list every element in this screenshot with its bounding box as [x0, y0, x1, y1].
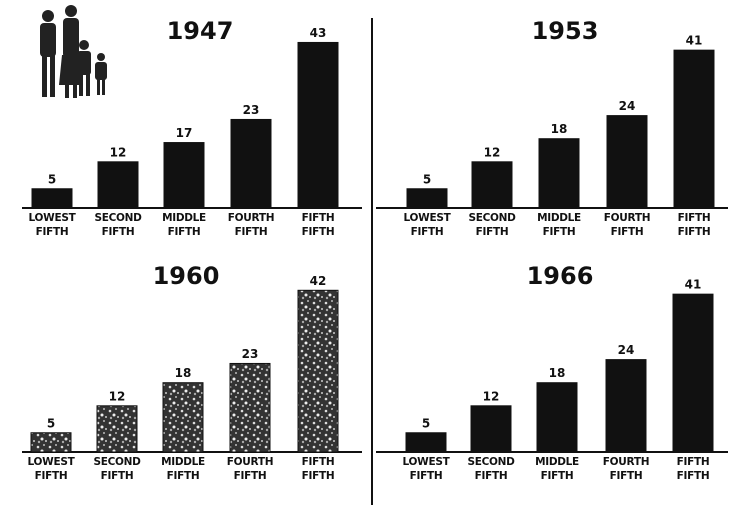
- x-tick-label: SECOND FIFTH: [464, 211, 520, 239]
- bar: [32, 189, 72, 208]
- bar: [606, 360, 646, 452]
- value-label: 23: [243, 103, 260, 117]
- x-tick-label: MIDDLE FIFTH: [156, 211, 212, 239]
- value-label: 5: [422, 416, 430, 430]
- x-tick-label: FIFTH FIFTH: [290, 455, 346, 483]
- bar: [607, 116, 647, 208]
- value-label: 12: [483, 389, 500, 403]
- value-label: 12: [110, 145, 127, 159]
- value-label: 18: [549, 366, 566, 380]
- x-tick-label: SECOND FIFTH: [463, 455, 519, 483]
- bar: [537, 383, 577, 452]
- value-label: 43: [310, 26, 327, 40]
- bar: [98, 162, 138, 208]
- x-tick-label: SECOND FIFTH: [89, 455, 145, 483]
- x-tick-label: LOWEST FIFTH: [23, 455, 79, 483]
- x-tick-label: MIDDLE FIFTH: [529, 455, 585, 483]
- bar: [472, 162, 512, 208]
- bar: [231, 119, 271, 208]
- x-tick-label: SECOND FIFTH: [90, 211, 146, 239]
- page: 1947 5 12 17 23 43 1953 5 12 18 24 41 1960 5 12 18 23 42 1…: [0, 0, 736, 505]
- value-label: 12: [109, 389, 126, 403]
- bar: [164, 143, 204, 208]
- value-label: 23: [242, 347, 259, 361]
- value-label: 41: [686, 34, 703, 48]
- x-tick-label: FOURTH FIFTH: [599, 211, 655, 239]
- bar: [163, 383, 203, 452]
- value-label: 18: [551, 122, 568, 136]
- chart-title: 1953: [532, 17, 599, 45]
- x-tick-label: FOURTH FIFTH: [223, 211, 279, 239]
- chart-title: 1960: [153, 262, 220, 290]
- value-label: 24: [618, 343, 635, 357]
- x-tick-label: FIFTH FIFTH: [665, 455, 721, 483]
- bar: [407, 189, 447, 208]
- x-tick-label: MIDDLE FIFTH: [531, 211, 587, 239]
- family-icon: [40, 5, 107, 98]
- x-tick-label: FIFTH FIFTH: [666, 211, 722, 239]
- x-tick-label: LOWEST FIFTH: [398, 455, 454, 483]
- bar: [673, 294, 713, 452]
- x-tick-label: LOWEST FIFTH: [399, 211, 455, 239]
- value-label: 24: [619, 99, 636, 113]
- value-label: 42: [310, 274, 327, 288]
- value-label: 12: [484, 145, 501, 159]
- bar: [31, 433, 71, 452]
- bar: [298, 42, 338, 208]
- x-tick-label: FOURTH FIFTH: [598, 455, 654, 483]
- value-label: 17: [176, 126, 193, 140]
- bar: [674, 50, 714, 208]
- chart-title: 1947: [167, 17, 234, 45]
- x-tick-label: FOURTH FIFTH: [222, 455, 278, 483]
- bar: [97, 406, 137, 452]
- value-label: 41: [685, 278, 702, 292]
- value-label: 5: [423, 172, 431, 186]
- bar: [471, 406, 511, 452]
- value-label: 18: [175, 366, 192, 380]
- x-tick-label: FIFTH FIFTH: [290, 211, 346, 239]
- chart: 1947 5 12 17 23 43 1953 5 12 18 24 41 1960 5 12 18 23 42 1…: [0, 0, 736, 505]
- value-label: 5: [48, 172, 56, 186]
- bar: [539, 139, 579, 208]
- x-tick-label: MIDDLE FIFTH: [155, 455, 211, 483]
- bar: [298, 290, 338, 452]
- bar: [406, 433, 446, 452]
- x-tick-label: LOWEST FIFTH: [24, 211, 80, 239]
- chart-title: 1966: [527, 262, 594, 290]
- bar: [230, 363, 270, 452]
- value-label: 5: [47, 416, 55, 430]
